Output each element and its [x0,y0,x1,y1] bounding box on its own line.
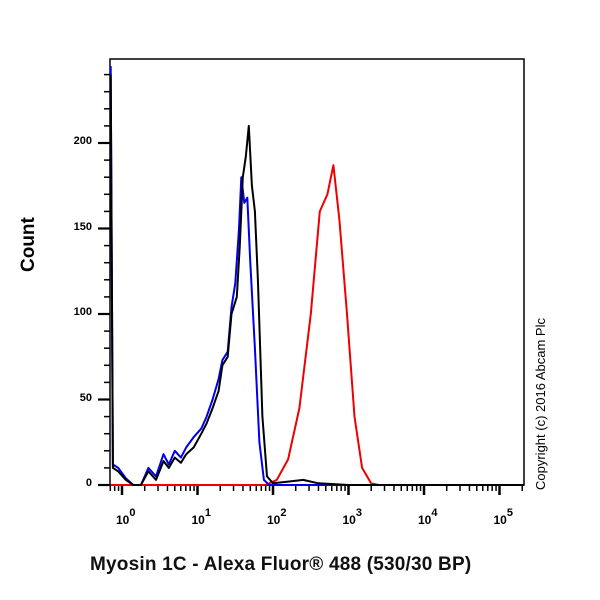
x-tick-label: 104 [418,507,438,527]
copyright-notice: Copyright (c) 2016 Abcam Plc [533,318,548,490]
x-axis [98,484,524,495]
y-axis-label: Count [18,217,39,272]
series-group [109,66,524,486]
x-axis-label: Myosin 1C - Alexa Fluor® 488 (530/30 BP) [90,554,472,575]
x-tick-label: 103 [342,507,362,527]
x-tick-label: 100 [116,507,136,527]
y-tick-label: 50 [79,391,92,404]
series-line-black [109,74,524,486]
y-axis [98,73,110,487]
x-tick-label: 101 [191,507,211,527]
x-tick-label: 102 [267,507,287,527]
plot-frame [109,58,525,486]
y-tick-label: 200 [73,135,92,147]
series-line-red [110,164,524,486]
y-tick-label: 100 [73,306,92,318]
x-tick-label: 105 [493,507,513,527]
y-tick-label: 150 [73,220,92,233]
y-tick-label: 0 [85,477,92,489]
